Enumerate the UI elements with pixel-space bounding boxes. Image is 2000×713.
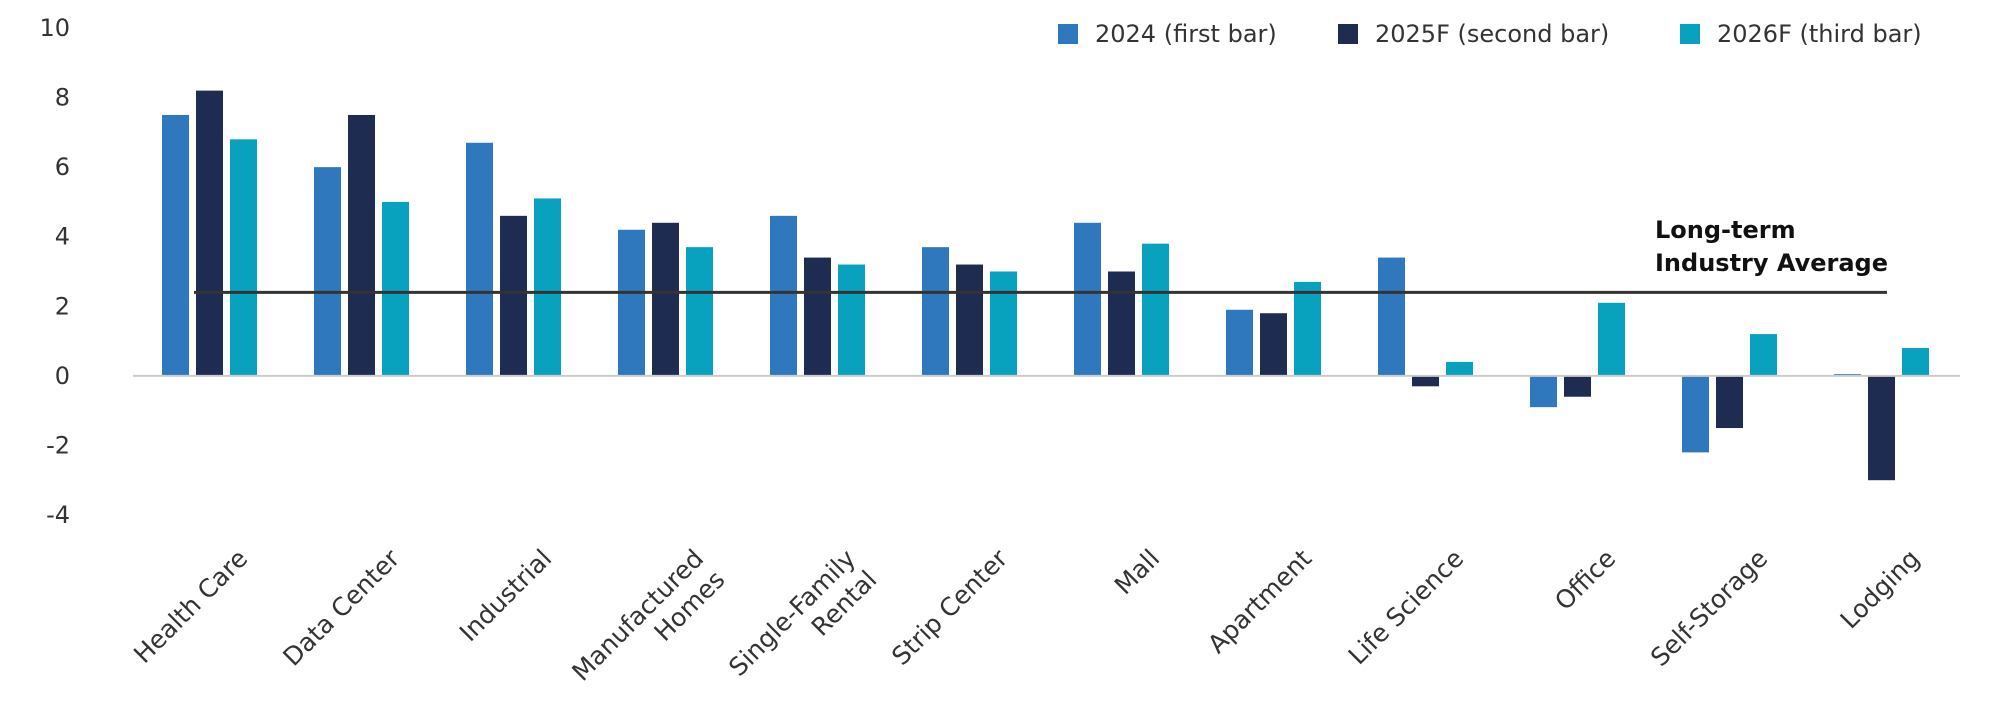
y-axis-ticks: 10 8 6 4 2 0 -2 -4	[39, 14, 70, 529]
bar-2-cat-10	[1564, 375, 1591, 397]
bar-3-cat-5	[838, 264, 865, 376]
category-label: Industrial	[454, 544, 557, 647]
category-label: Office	[1549, 544, 1621, 616]
bar-1-cat-4	[618, 229, 645, 376]
bar-3-cat-9	[1446, 361, 1473, 376]
category-label-line: Office	[1549, 544, 1621, 616]
legend-label-1: 2024 (first bar)	[1095, 20, 1277, 48]
category-label-line: Apartment	[1202, 544, 1317, 659]
bar-1-cat-8	[1226, 309, 1253, 376]
category-label: ManufacturedHomes	[566, 544, 730, 708]
bar-2-cat-11	[1716, 375, 1743, 429]
bar-1-cat-1	[162, 114, 189, 376]
bar-3-cat-2	[382, 201, 409, 376]
bar-3-cat-10	[1598, 302, 1625, 376]
y-tick-label: -4	[46, 501, 70, 529]
bar-2-cat-6	[956, 264, 983, 376]
bar-3-cat-12	[1902, 348, 1929, 376]
bar-1-cat-9	[1378, 257, 1405, 376]
bar-3-cat-1	[230, 139, 257, 376]
reference-lines	[133, 290, 1960, 377]
bar-3-cat-3	[534, 198, 561, 376]
y-tick-label: 0	[55, 362, 70, 390]
category-label-line: Strip Center	[886, 543, 1014, 671]
bar-1-cat-6	[922, 247, 949, 376]
category-label: Lodging	[1835, 544, 1926, 635]
y-tick-label: -2	[46, 431, 70, 459]
category-label-line: Industrial	[454, 544, 557, 647]
bar-1-cat-5	[770, 215, 797, 376]
bar-2-cat-3	[500, 215, 527, 376]
bar-1-cat-11	[1682, 375, 1709, 453]
bar-2-cat-4	[652, 222, 679, 376]
category-label: Mall	[1109, 544, 1165, 600]
bar-2-cat-1	[196, 90, 223, 376]
bar-3-cat-8	[1294, 281, 1321, 376]
category-label: Life Science	[1343, 544, 1470, 671]
bar-3-cat-4	[686, 247, 713, 376]
legend-label-2: 2025F (second bar)	[1375, 20, 1609, 48]
bars-layer	[162, 90, 1929, 481]
category-label: Strip Center	[886, 543, 1014, 671]
average-annotation-line: Long-term	[1655, 216, 1796, 244]
category-label-line: Lodging	[1835, 544, 1926, 635]
category-label-line: Health Care	[128, 544, 253, 669]
category-label-line: Life Science	[1343, 544, 1470, 671]
legend-label-3: 2026F (third bar)	[1717, 20, 1922, 48]
legend-swatch-1	[1058, 24, 1078, 44]
bar-3-cat-6	[990, 271, 1017, 376]
y-tick-label: 8	[55, 84, 70, 112]
category-label: Apartment	[1202, 544, 1317, 659]
bar-2-cat-2	[348, 114, 375, 376]
bar-2-cat-7	[1108, 271, 1135, 376]
category-label: Health Care	[128, 544, 253, 669]
category-labels: Health Care Data Center Industrial Manufact…	[128, 543, 1926, 708]
bar-1-cat-2	[314, 167, 341, 376]
legend-swatch-3	[1680, 24, 1700, 44]
bar-3-cat-7	[1142, 243, 1169, 376]
category-label-line: Self-Storage	[1645, 544, 1773, 672]
bar-2-cat-9	[1412, 375, 1439, 387]
bar-1-cat-10	[1530, 375, 1557, 408]
bar-2-cat-8	[1260, 313, 1287, 376]
category-label: Data Center	[277, 543, 405, 671]
y-tick-label: 10	[39, 14, 70, 42]
bar-2-cat-5	[804, 257, 831, 376]
category-label-line: Mall	[1109, 544, 1165, 600]
average-annotation: Long-term Industry Average	[1655, 216, 1888, 277]
bar-2-cat-12	[1868, 375, 1895, 481]
bar-1-cat-3	[466, 142, 493, 376]
average-annotation-line: Industry Average	[1655, 249, 1888, 277]
category-label: Single-FamilyRental	[723, 544, 882, 703]
category-label: Self-Storage	[1645, 544, 1773, 672]
category-label-line: Data Center	[277, 543, 405, 671]
legend-swatch-2	[1338, 24, 1358, 44]
bar-1-cat-7	[1074, 222, 1101, 376]
legend: 2024 (first bar) 2025F (second bar) 2026F …	[1058, 20, 1922, 48]
y-tick-label: 4	[55, 223, 70, 251]
y-tick-label: 6	[55, 153, 70, 181]
bar-3-cat-11	[1750, 334, 1777, 376]
y-tick-label: 2	[55, 292, 70, 320]
